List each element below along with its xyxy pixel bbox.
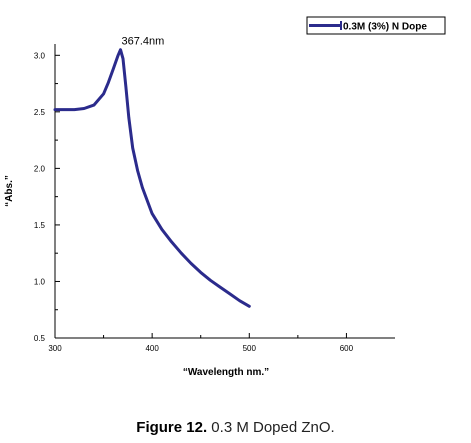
y-tick-label: 2.0: [34, 164, 46, 173]
peak-annotation: 367.4nm: [121, 36, 164, 48]
y-tick-label: 1.5: [34, 221, 46, 230]
absorbance-curve: [53, 48, 251, 308]
y-tick-label: 3.0: [34, 51, 46, 60]
x-axis-title: “Wavelength nm.”: [183, 367, 269, 378]
y-tick-label: 1.0: [34, 277, 46, 286]
y-tick-label: 2.5: [34, 108, 46, 117]
legend: 0.3M (3%) N Dope: [306, 16, 446, 35]
y-axis-title: “Abs.”: [4, 175, 15, 207]
x-tick-label: 300: [48, 344, 62, 353]
x-tick-label: 400: [145, 344, 159, 353]
legend-label: 0.3M (3%) N Dope: [343, 22, 427, 33]
caption-label: Figure 12.: [136, 419, 208, 436]
x-tick-label: 500: [243, 344, 257, 353]
figure-caption: Figure 12. 0.3 M Doped ZnO.: [0, 419, 471, 436]
x-tick-label: 600: [340, 344, 354, 353]
y-tick-label: 0.5: [34, 334, 46, 343]
caption-text: 0.3 M Doped ZnO.: [207, 419, 335, 436]
